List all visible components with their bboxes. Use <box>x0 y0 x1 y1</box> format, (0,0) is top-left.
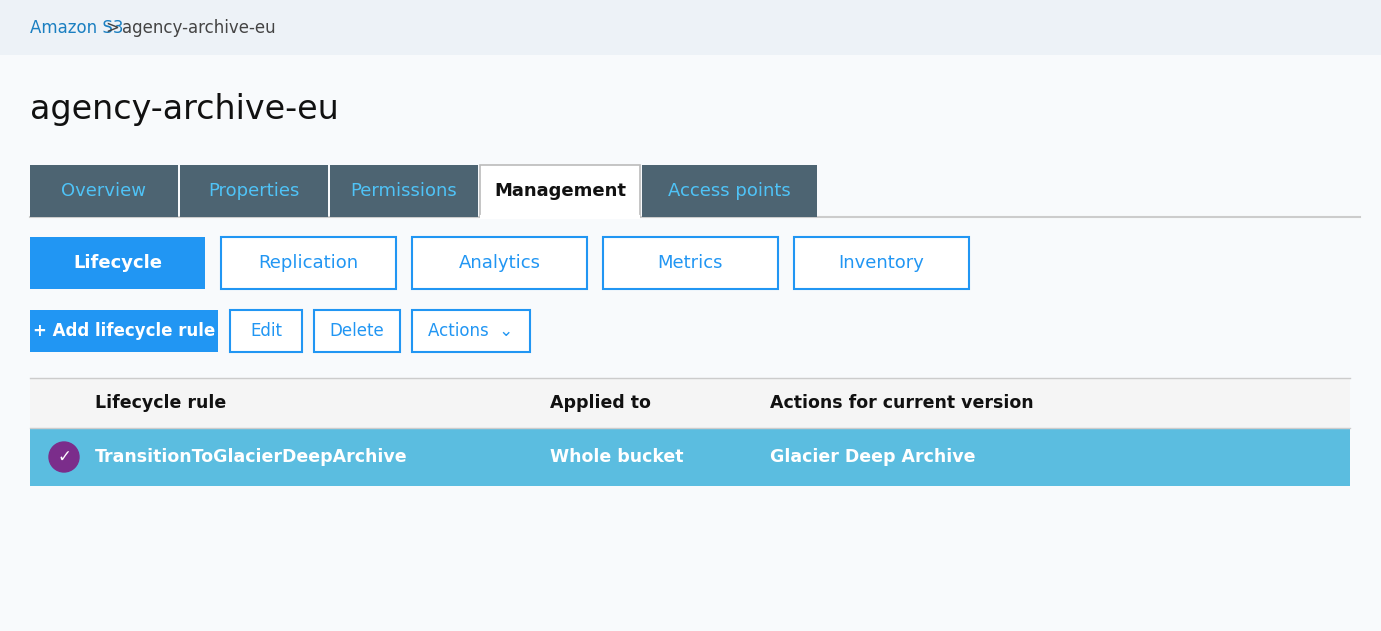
FancyBboxPatch shape <box>603 237 778 289</box>
Text: Amazon S3: Amazon S3 <box>30 19 123 37</box>
Text: >: > <box>105 19 119 37</box>
Text: Overview: Overview <box>62 182 146 200</box>
FancyBboxPatch shape <box>30 378 1351 428</box>
FancyBboxPatch shape <box>221 237 396 289</box>
Text: agency-archive-eu: agency-archive-eu <box>30 93 338 126</box>
Text: Metrics: Metrics <box>657 254 724 272</box>
FancyBboxPatch shape <box>180 165 329 217</box>
FancyBboxPatch shape <box>30 165 178 217</box>
Text: Lifecycle rule: Lifecycle rule <box>95 394 226 412</box>
Text: Glacier Deep Archive: Glacier Deep Archive <box>771 448 975 466</box>
Text: Edit: Edit <box>250 322 282 340</box>
Text: + Add lifecycle rule: + Add lifecycle rule <box>33 322 215 340</box>
FancyBboxPatch shape <box>412 310 530 352</box>
FancyBboxPatch shape <box>412 237 587 289</box>
Text: TransitionToGlacierDeepArchive: TransitionToGlacierDeepArchive <box>95 448 407 466</box>
Text: Analytics: Analytics <box>458 254 540 272</box>
Text: Applied to: Applied to <box>550 394 650 412</box>
Text: Replication: Replication <box>258 254 359 272</box>
FancyBboxPatch shape <box>330 165 478 217</box>
FancyBboxPatch shape <box>30 310 218 352</box>
Text: Properties: Properties <box>209 182 300 200</box>
Text: Whole bucket: Whole bucket <box>550 448 684 466</box>
Text: Access points: Access points <box>668 182 791 200</box>
FancyBboxPatch shape <box>481 165 639 217</box>
Text: Actions  ⌄: Actions ⌄ <box>428 322 514 340</box>
Circle shape <box>48 442 79 472</box>
FancyBboxPatch shape <box>30 428 1351 486</box>
FancyBboxPatch shape <box>0 55 1381 631</box>
Text: Lifecycle: Lifecycle <box>73 254 162 272</box>
FancyBboxPatch shape <box>313 310 400 352</box>
FancyBboxPatch shape <box>30 237 204 289</box>
Text: Permissions: Permissions <box>351 182 457 200</box>
Text: Inventory: Inventory <box>838 254 924 272</box>
Text: ✓: ✓ <box>57 448 70 466</box>
FancyBboxPatch shape <box>231 310 302 352</box>
Text: Actions for current version: Actions for current version <box>771 394 1033 412</box>
FancyBboxPatch shape <box>794 237 969 289</box>
FancyBboxPatch shape <box>642 165 818 217</box>
Text: Management: Management <box>494 182 626 200</box>
Text: agency-archive-eu: agency-archive-eu <box>122 19 276 37</box>
Text: Delete: Delete <box>330 322 384 340</box>
